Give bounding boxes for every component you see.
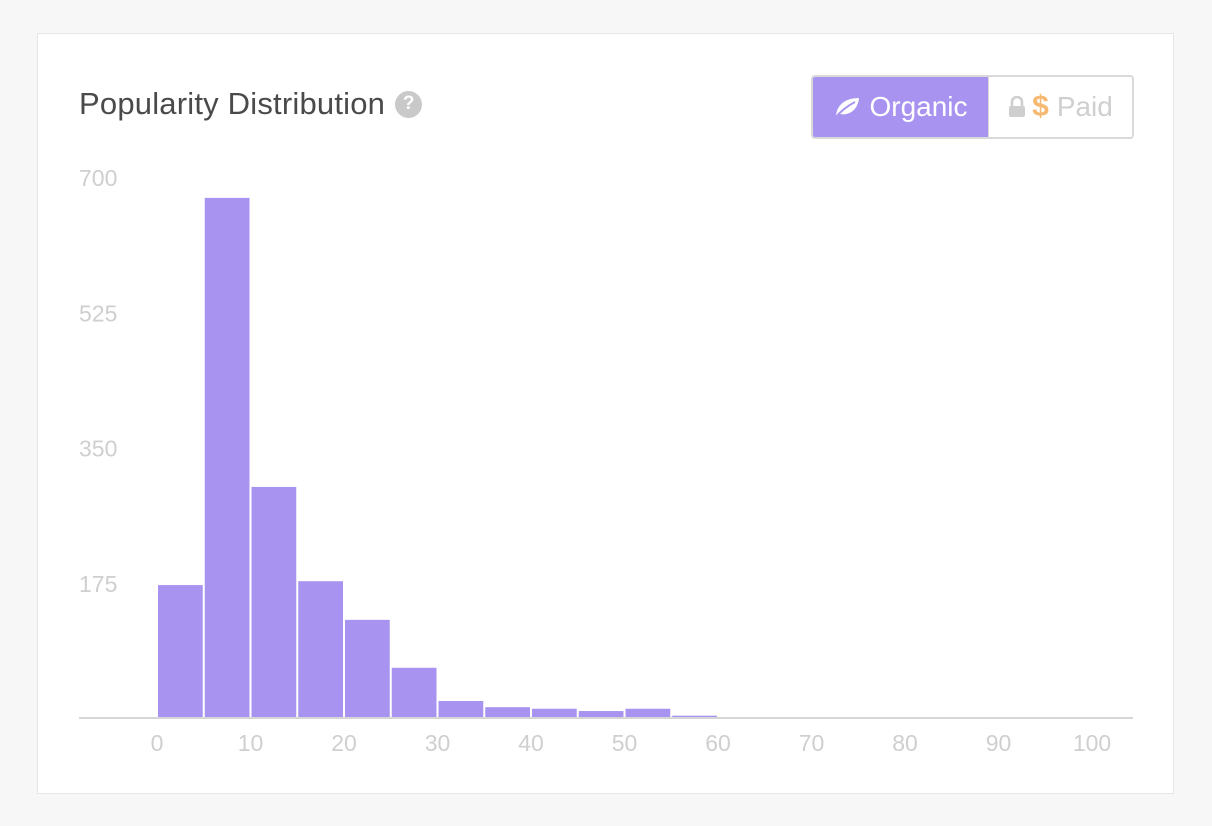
histogram-bar[interactable] (438, 700, 484, 718)
y-tick-label: 175 (79, 571, 117, 597)
histogram-bar[interactable] (532, 708, 577, 718)
organic-button[interactable]: Organic (813, 77, 988, 137)
x-tick-label: 40 (518, 730, 544, 756)
x-tick-label: 20 (331, 730, 357, 756)
histogram-bar[interactable] (625, 708, 671, 718)
histogram-bar[interactable] (204, 197, 250, 719)
x-tick-label: 60 (705, 730, 731, 756)
histogram-bar[interactable] (345, 619, 390, 718)
y-ticks-group: 175 350 525 700 (79, 165, 117, 597)
histogram-bar[interactable] (391, 667, 437, 718)
histogram-bar[interactable] (578, 711, 624, 718)
y-tick-label: 700 (79, 165, 117, 191)
leaf-icon (834, 98, 860, 119)
paid-label: Paid (1056, 91, 1113, 122)
lock-icon (1009, 96, 1026, 117)
organic-paid-toggle: Organic $ Paid (811, 75, 1134, 139)
title-row: Popularity Distribution ? (79, 86, 423, 122)
dollar-icon: $ (1032, 90, 1049, 123)
chart-title: Popularity Distribution (79, 86, 386, 121)
x-tick-label: 0 (151, 730, 164, 756)
y-tick-label: 525 (79, 300, 117, 326)
x-tick-label: 100 (1073, 730, 1111, 756)
y-tick-label: 350 (79, 436, 117, 462)
x-tick-label: 90 (986, 730, 1012, 756)
histogram-bar[interactable] (251, 486, 297, 718)
x-tick-label: 10 (238, 730, 264, 756)
bars-group (158, 197, 717, 719)
histogram-bar[interactable] (158, 585, 203, 718)
x-tick-label: 70 (799, 730, 825, 756)
histogram-bar[interactable] (485, 707, 530, 718)
x-tick-label: 30 (425, 730, 451, 756)
x-tick-label: 50 (612, 730, 638, 756)
paid-button[interactable]: $ Paid (988, 77, 1132, 137)
question-circle-icon[interactable]: ? (395, 90, 423, 118)
x-tick-label: 80 (892, 730, 918, 756)
organic-label: Organic (869, 91, 968, 122)
histogram-bar[interactable] (298, 581, 343, 718)
x-ticks-group: 0 10 20 30 40 50 60 70 80 90 100 (151, 730, 1112, 756)
histogram-bar[interactable] (672, 715, 717, 718)
